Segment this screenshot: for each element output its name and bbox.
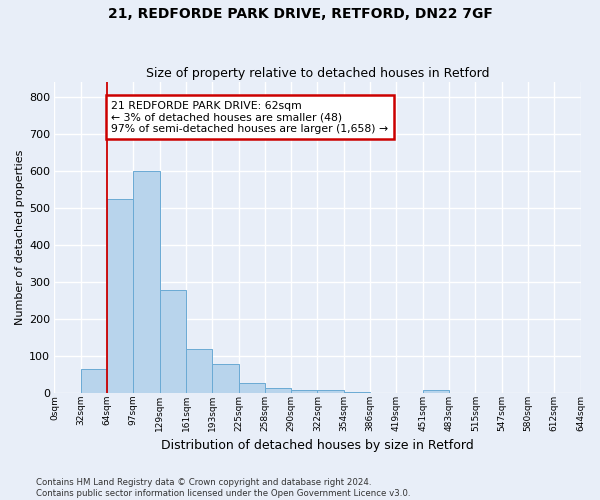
Y-axis label: Number of detached properties: Number of detached properties	[15, 150, 25, 326]
Bar	[239, 384, 265, 394]
Bar	[317, 390, 344, 394]
Bar	[344, 392, 370, 394]
Bar	[291, 390, 317, 394]
Bar	[133, 171, 160, 394]
Bar	[107, 199, 133, 394]
Text: Contains HM Land Registry data © Crown copyright and database right 2024.
Contai: Contains HM Land Registry data © Crown c…	[36, 478, 410, 498]
Text: 21 REDFORDE PARK DRIVE: 62sqm
← 3% of detached houses are smaller (48)
97% of se: 21 REDFORDE PARK DRIVE: 62sqm ← 3% of de…	[111, 100, 388, 134]
Bar	[81, 370, 107, 394]
X-axis label: Distribution of detached houses by size in Retford: Distribution of detached houses by size …	[161, 440, 474, 452]
Title: Size of property relative to detached houses in Retford: Size of property relative to detached ho…	[146, 66, 489, 80]
Bar	[186, 349, 212, 394]
Bar	[212, 364, 239, 394]
Text: 21, REDFORDE PARK DRIVE, RETFORD, DN22 7GF: 21, REDFORDE PARK DRIVE, RETFORD, DN22 7…	[107, 8, 493, 22]
Bar	[160, 290, 186, 394]
Bar	[265, 388, 291, 394]
Bar	[422, 390, 449, 394]
